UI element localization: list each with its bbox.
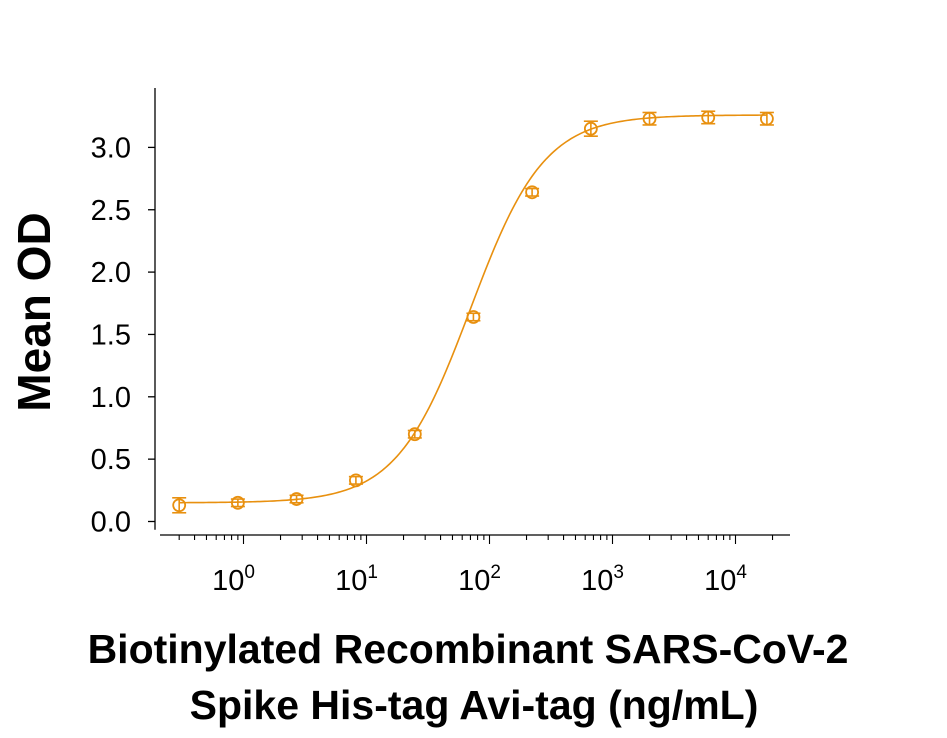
data-point — [230, 495, 245, 510]
y-tick-label: 2.5 — [91, 195, 131, 227]
y-tick-label: 0.5 — [91, 444, 131, 476]
fit-curve — [179, 114, 767, 504]
x-axis-title-line-1: Biotinylated Recombinant SARS-CoV-2 — [88, 626, 849, 672]
y-tick-label: 1.5 — [91, 319, 131, 351]
data-point — [348, 473, 363, 488]
x-tick-label: 104 — [704, 562, 747, 597]
data-point — [525, 185, 540, 200]
data-point — [466, 310, 481, 324]
plot-area — [172, 110, 774, 514]
x-tick-label: 103 — [581, 562, 624, 597]
data-marker — [466, 310, 481, 324]
data-marker — [701, 110, 716, 125]
y-tick-label: 1.0 — [91, 382, 131, 414]
data-marker — [172, 498, 187, 513]
data-marker — [230, 495, 245, 510]
data-point — [583, 120, 598, 137]
x-tick-label: 101 — [335, 562, 378, 597]
data-marker — [759, 111, 774, 126]
y-ticks: 0.0 0.5 1.0 1.5 2.0 2.5 3.0 — [91, 132, 155, 539]
data-point — [759, 111, 774, 126]
x-ticks: 100 101 102 103 104 — [178, 535, 774, 597]
data-marker — [348, 473, 363, 488]
data-point — [407, 427, 422, 442]
data-point — [701, 110, 716, 125]
x-tick-label: 100 — [212, 562, 255, 597]
y-tick-label: 0.0 — [91, 507, 131, 539]
data-points — [172, 110, 774, 514]
x-tick-label: 102 — [458, 562, 501, 597]
data-marker — [289, 492, 304, 506]
y-tick-label: 3.0 — [91, 132, 131, 164]
data-marker — [525, 185, 540, 200]
data-point — [642, 111, 657, 126]
x-axis-title-line-2: Spike His-tag Avi-tag (ng/mL) — [190, 682, 759, 728]
y-tick-label: 2.0 — [91, 257, 131, 289]
data-point — [172, 497, 187, 514]
data-marker — [642, 111, 657, 126]
data-marker — [583, 121, 598, 136]
y-axis-title: Mean OD — [8, 212, 60, 411]
data-point — [289, 492, 304, 506]
data-marker — [407, 427, 422, 442]
